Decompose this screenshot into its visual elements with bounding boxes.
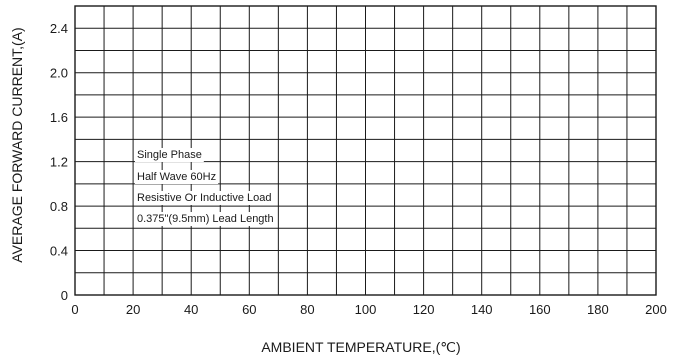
- x-tick-label: 200: [645, 302, 667, 317]
- x-tick-label: 0: [71, 302, 78, 317]
- y-tick-label: 2.4: [50, 21, 68, 36]
- annotation-lead-length: 0.375"(9.5mm) Lead Length: [137, 213, 274, 225]
- annotation-background: [135, 212, 276, 226]
- x-tick-label: 120: [413, 302, 435, 317]
- x-tick-label: 180: [587, 302, 609, 317]
- x-tick-label: 100: [355, 302, 377, 317]
- annotation-single-phase: Single Phase: [137, 149, 202, 161]
- annotation-half-wave: Half Wave 60Hz: [137, 171, 216, 183]
- x-tick-label: 140: [471, 302, 493, 317]
- x-tick-label: 20: [126, 302, 140, 317]
- y-tick-label: 0.4: [50, 244, 68, 259]
- annotation-background: [135, 148, 204, 162]
- y-tick-label: 2.0: [50, 66, 68, 81]
- y-tick-label: 0.8: [50, 199, 68, 214]
- y-axis-title: AVERAGE FORWARD CURRENT,(A): [9, 27, 25, 262]
- x-axis-title: AMBIENT TEMPERATURE,(℃): [261, 339, 460, 355]
- annotation-block: Single Phase Half Wave 60Hz Resistive Or…: [135, 148, 276, 226]
- annotation-background: [135, 170, 219, 184]
- x-tick-label: 60: [242, 302, 256, 317]
- annotation-background: [135, 191, 274, 205]
- chart-grid: [74, 5, 657, 296]
- x-tick-label: 160: [529, 302, 551, 317]
- x-tick-label: 80: [300, 302, 314, 317]
- x-tick-labels: 0 20 40 60 80 100 120 140 160 180 200: [71, 302, 666, 317]
- y-tick-labels: 0 0.4 0.8 1.2 1.6 2.0 2.4: [50, 21, 68, 303]
- annotation-load: Resistive Or Inductive Load: [137, 192, 272, 204]
- y-tick-label: 1.2: [50, 155, 68, 170]
- y-tick-label: 0: [61, 288, 68, 303]
- plot-frame: [74, 5, 657, 296]
- x-tick-label: 40: [184, 302, 198, 317]
- y-tick-label: 1.6: [50, 110, 68, 125]
